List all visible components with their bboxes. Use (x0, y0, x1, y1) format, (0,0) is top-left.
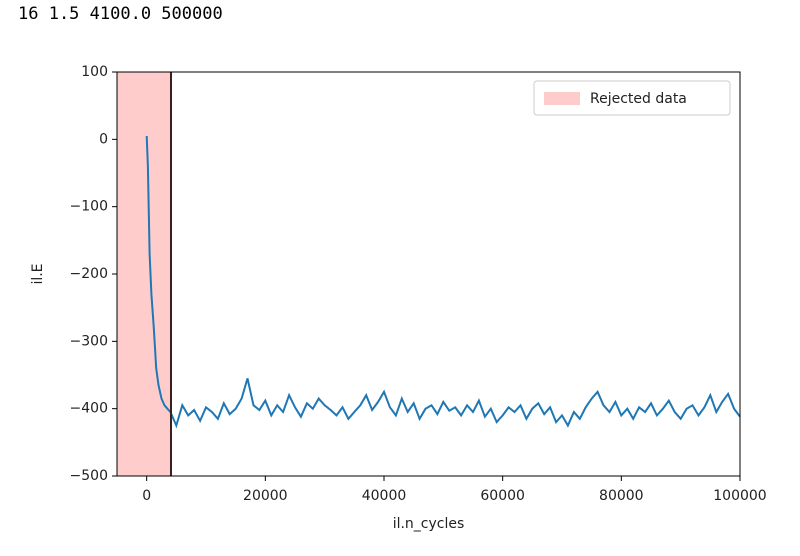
output-text: 16 1.5 4100.0 500000 (18, 4, 223, 24)
y-tick-label: −400 (70, 401, 108, 417)
y-tick-label: −200 (70, 266, 108, 282)
legend-label: Rejected data (590, 91, 687, 107)
axes-frame (116, 71, 741, 477)
y-tick-label: 0 (99, 131, 108, 147)
y-tick-label: −300 (70, 333, 108, 349)
y-tick-label: 100 (81, 64, 108, 80)
x-tick-label: 100000 (713, 488, 766, 504)
x-tick-label: 60000 (480, 488, 525, 504)
x-tick-label: 0 (142, 488, 151, 504)
y-axis-label: il.E (30, 263, 46, 284)
y-tick-label: −100 (70, 199, 108, 215)
y-tick-label: −500 (70, 468, 108, 484)
legend-box (533, 80, 731, 116)
data-line (145, 135, 741, 429)
legend-swatch (544, 92, 580, 105)
rejected-span (117, 72, 171, 476)
x-tick-label: 80000 (599, 488, 644, 504)
x-tick-label: 40000 (362, 488, 407, 504)
x-tick-label: 20000 (243, 488, 288, 504)
x-axis-label: il.n_cycles (393, 516, 465, 532)
